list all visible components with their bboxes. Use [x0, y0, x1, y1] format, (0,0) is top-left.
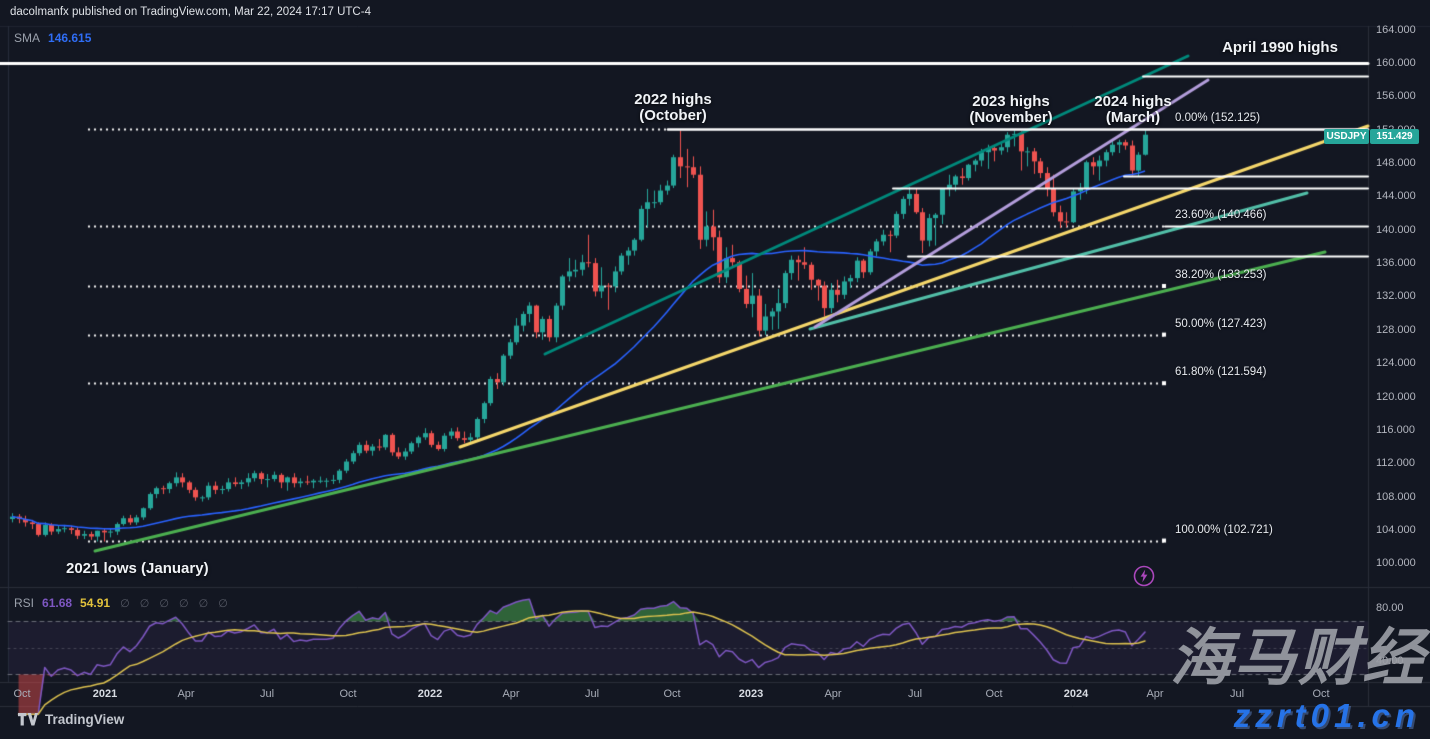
rsi-ma-value: 54.91 — [80, 596, 111, 610]
sma-label: SMA — [14, 31, 41, 45]
last-price-text: 151.429 — [1376, 131, 1413, 142]
last-price-badge: 151.429 — [1370, 129, 1419, 144]
lightning-icon[interactable] — [1132, 564, 1156, 588]
rsi-value: 61.68 — [42, 596, 73, 610]
rsi-legend[interactable]: RSI 61.68 54.91 ∅ ∅ ∅ ∅ ∅ ∅ — [14, 596, 228, 610]
published-byline: dacolmanfx published on TradingView.com,… — [10, 6, 371, 18]
rsi-empty-values: ∅ ∅ ∅ ∅ ∅ ∅ — [120, 598, 228, 610]
rsi-label: RSI — [14, 596, 35, 610]
tradingview-logo-icon — [18, 712, 38, 725]
price-axis[interactable] — [1369, 26, 1430, 706]
sma-legend[interactable]: SMA 146.615 — [14, 31, 91, 45]
watermark-chinese: 海马财经 — [1169, 624, 1426, 693]
symbol-badge-text: USDJPY — [1326, 131, 1367, 142]
tradingview-attribution[interactable]: TradingView — [18, 712, 124, 727]
symbol-badge: USDJPY — [1324, 129, 1369, 144]
watermark-url: zzrt01.cn — [1233, 697, 1420, 734]
time-axis[interactable] — [0, 682, 1368, 706]
sma-value: 146.615 — [48, 31, 92, 45]
tradingview-logo-text: TradingView — [45, 712, 125, 727]
